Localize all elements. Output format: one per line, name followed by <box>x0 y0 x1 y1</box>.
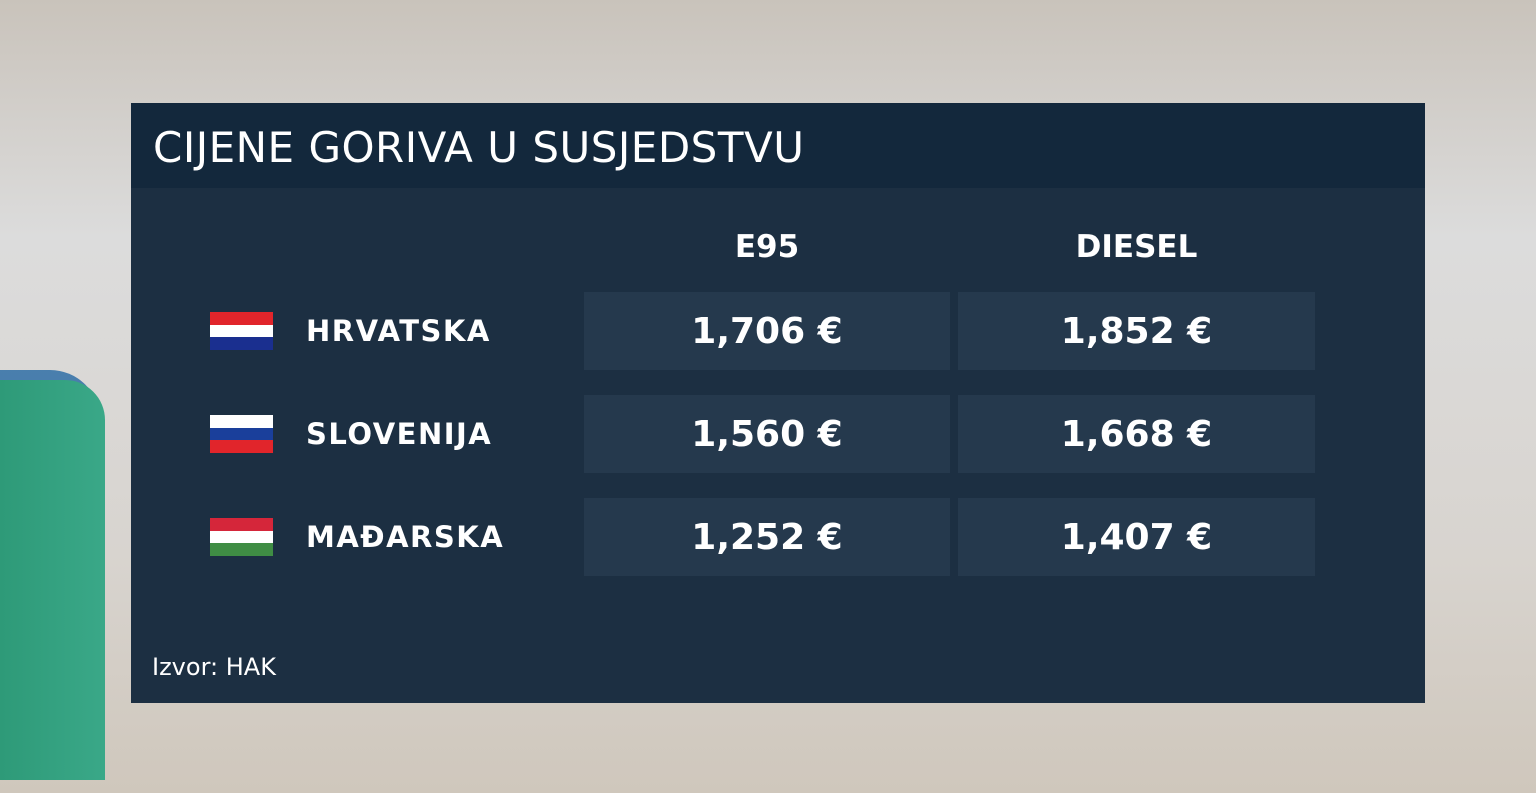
price-cell-diesel: 1,407 € <box>958 498 1315 576</box>
source-label: Izvor: HAK <box>152 653 276 681</box>
slovenia-flag-icon <box>210 415 273 453</box>
croatia-flag-icon <box>210 312 273 350</box>
column-header-diesel: DIESEL <box>1075 229 1198 265</box>
country-label: SLOVENIJA <box>306 417 493 451</box>
price-cell-e95: 1,706 € <box>584 292 950 370</box>
price-cell-e95: 1,560 € <box>584 395 950 473</box>
country-label: MAĐARSKA <box>306 520 505 554</box>
background-green-pump <box>0 380 105 780</box>
price-cell-diesel: 1,668 € <box>958 395 1315 473</box>
fuel-price-panel: CIJENE GORIVA U SUSJEDSTVU E95 DIESEL HR… <box>131 103 1425 703</box>
title-bar: CIJENE GORIVA U SUSJEDSTVU <box>131 103 1425 188</box>
hungary-flag-icon <box>210 518 273 556</box>
price-cell-e95: 1,252 € <box>584 498 950 576</box>
country-label: HRVATSKA <box>306 314 491 348</box>
column-header-e95: E95 <box>734 229 800 265</box>
price-cell-diesel: 1,852 € <box>958 292 1315 370</box>
page-title: CIJENE GORIVA U SUSJEDSTVU <box>153 123 805 172</box>
